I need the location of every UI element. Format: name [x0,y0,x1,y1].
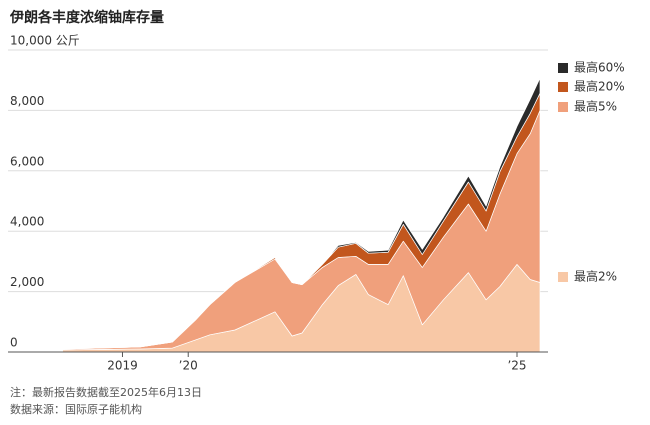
y-tick-label: 2,000 [10,275,44,289]
y-tick-label: 6,000 [10,154,44,168]
legend-label: 最高5% [574,99,617,114]
x-tick-label: ’20 [179,359,198,373]
legend-label: 最高60% [574,60,625,75]
legend-label: 最高20% [574,79,625,94]
y-tick-label: 8,000 [10,94,44,108]
y-tick-label: 0 [10,336,18,350]
x-tick-label: 2019 [107,359,138,373]
chart-title: 伊朗各丰度浓缩铀库存量 [9,9,164,26]
source: 数据来源：国际原子能机构 [10,402,142,416]
legend-swatch [558,102,568,112]
y-tick-label: 4,000 [10,215,44,229]
legend-swatch [558,82,568,92]
legend-swatch [558,272,568,282]
area [62,77,541,350]
y-tick-label: 10,000 公斤 [10,34,80,48]
x-tick-label: ’25 [507,359,526,373]
note: 注：最新报告数据截至2025年6月13日 [10,385,202,399]
legend-label: 最高2% [574,269,617,284]
legend-swatch [558,63,568,73]
